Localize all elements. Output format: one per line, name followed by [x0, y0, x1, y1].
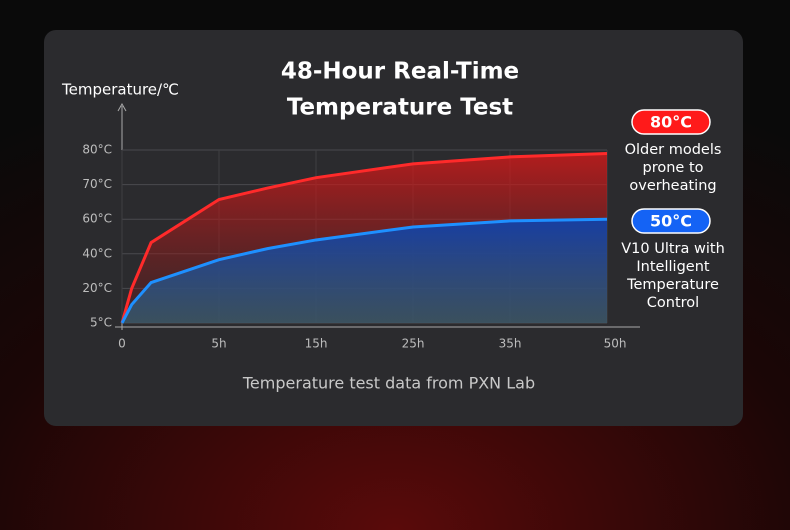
footnote: Temperature test data from PXN Lab — [242, 374, 535, 393]
y-tick-label: 20°C — [82, 281, 112, 295]
x-tick-label: 25h — [402, 337, 425, 351]
x-tick-label: 35h — [499, 337, 522, 351]
y-axis-label: Temperature/℃ — [61, 81, 179, 99]
annotation-text: overheating — [629, 178, 716, 194]
x-tick-label: 0 — [118, 337, 126, 351]
annotation-text: Control — [647, 295, 699, 311]
x-tick-label: 5h — [211, 337, 226, 351]
chart-title: 48-Hour Real-Time — [281, 59, 519, 85]
x-tick-label: 15h — [305, 337, 328, 351]
annotation-text: Intelligent — [636, 259, 709, 275]
annotation-text: V10 Ultra with — [621, 241, 725, 257]
y-tick-label: 70°C — [82, 177, 112, 191]
x-tick-label: 50h — [604, 337, 627, 351]
line — [120, 151, 608, 324]
plot: 5°C 20°C 40°C 60°C 70°C 80°C 0 5h 15h 25h 35h 50h — [82, 143, 626, 351]
line — [120, 217, 608, 324]
chart-title: Temperature Test — [287, 95, 513, 121]
annotation-text: prone to — [643, 160, 704, 176]
badge-label: 80°C — [650, 113, 692, 132]
y-arrow — [117, 102, 127, 112]
badge — [631, 109, 711, 135]
badge-label: 50°C — [650, 212, 692, 231]
annotation-text: Temperature — [626, 277, 719, 293]
y-tick-label: 60°C — [82, 212, 112, 226]
badge — [631, 208, 711, 234]
y-tick-label: 80°C — [82, 143, 112, 157]
annotation-text: Older models — [625, 142, 722, 158]
y-tick-label: 5°C — [90, 316, 112, 330]
y-tick-label: 40°C — [82, 246, 112, 260]
area — [122, 219, 607, 323]
